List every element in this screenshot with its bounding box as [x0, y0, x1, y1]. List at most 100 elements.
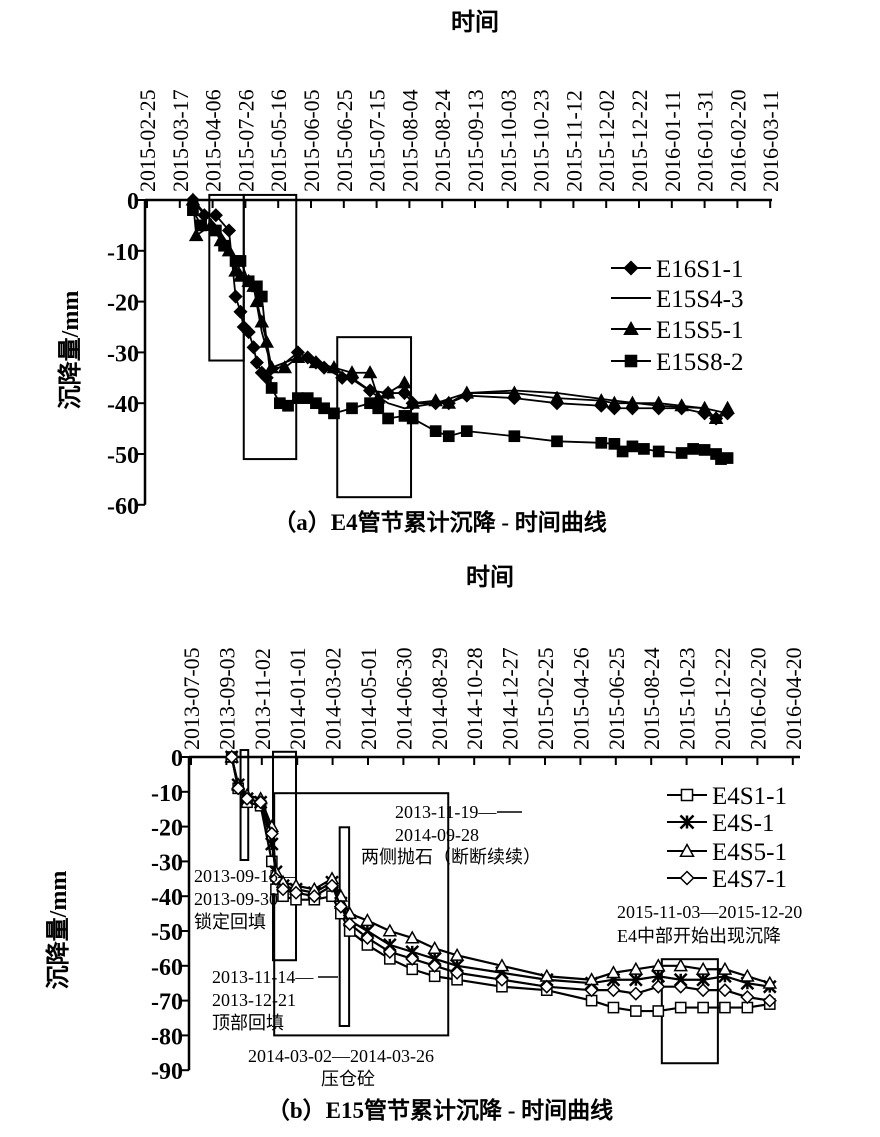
y-tick-label: -30: [107, 341, 139, 367]
square-marker: [218, 239, 230, 252]
x-tick-label: 2015-03-17: [168, 89, 193, 192]
square-marker: [675, 447, 688, 459]
series-E15S4-3: [192, 199, 728, 415]
diamond-marker: [679, 870, 695, 886]
x-tick-label: 2013-07-05: [179, 647, 204, 750]
diamond-marker: [405, 951, 420, 966]
diamond-marker: [275, 882, 291, 897]
y-tick-label: -80: [151, 1024, 183, 1050]
square-marker: [406, 412, 419, 425]
y-tick-label: -50: [151, 920, 183, 946]
annotation-box: [273, 792, 450, 1037]
square-marker: [328, 407, 340, 420]
diamond-marker: [324, 878, 340, 893]
diamond-marker: [224, 749, 239, 765]
x-tick-label: 2015-05-16: [266, 89, 291, 192]
triangle-marker: [428, 393, 443, 407]
x-tick-label: 2014-08-29: [427, 647, 452, 750]
x-tick-label: 2016-01-11: [660, 90, 685, 192]
annotation-text: 2015-11-03—2015-12-20: [617, 902, 802, 922]
square-marker: [195, 219, 207, 232]
diamond-marker: [246, 340, 261, 355]
legend-label: E4S7-1: [712, 866, 787, 893]
triangle-marker: [679, 842, 695, 857]
x-tick-label: 2013-11-02: [250, 648, 275, 750]
diamond-marker: [233, 304, 248, 319]
triangle-marker: [623, 320, 639, 335]
x-tick-label: 2015-10-23: [529, 89, 554, 192]
y-tick-label: 0: [127, 189, 139, 215]
diamond-marker: [268, 871, 284, 886]
annotation-text: 压仓砼: [321, 1069, 375, 1089]
chart-a: 2015-02-25 2015-03-17 2015-04-06 2015-07-26…: [56, 9, 783, 535]
diamond-marker: [762, 993, 777, 1008]
square-marker: [680, 788, 694, 802]
triangle-marker: [607, 395, 622, 409]
y-tick-label: -90: [151, 1059, 183, 1085]
triangle-marker: [290, 349, 306, 364]
legend-item: E15S8-2: [611, 349, 744, 376]
square-marker: [626, 440, 639, 453]
square-marker: [187, 204, 199, 217]
diamond-marker: [333, 899, 348, 914]
series-E4S7-1: [224, 749, 777, 1008]
annotation-text: 2013-12-21: [212, 990, 296, 1010]
annotation-box: [242, 193, 298, 461]
square-marker: [372, 402, 385, 415]
square-marker: [652, 1005, 665, 1017]
diamond-marker: [307, 889, 322, 904]
square-marker: [698, 444, 711, 456]
series-E4S5-1: [224, 749, 778, 989]
x-tick-label: 2015-08-24: [430, 89, 455, 192]
annotation-text: 2014-03-02—2014-03-26: [248, 1046, 434, 1066]
triangle-marker: [449, 947, 465, 961]
triangle-marker: [344, 365, 360, 379]
triangle-marker: [441, 395, 457, 409]
annotation-text: 2013-11-14—: [212, 967, 314, 987]
square-marker: [697, 1001, 709, 1014]
square-marker: [607, 1001, 620, 1014]
x-tick-label: 2015-02-25: [135, 89, 160, 192]
diamond-marker: [623, 260, 639, 276]
diamond-marker: [264, 826, 279, 841]
square-marker: [687, 443, 699, 455]
x-axis-title: 时间: [466, 564, 514, 591]
annotation-text: 2013-09-15—: [194, 866, 297, 886]
diamond-marker: [239, 791, 255, 806]
x-tick-label: 2016-02-20: [745, 647, 770, 750]
annotation-text: 锁定回填: [194, 912, 266, 932]
x-tick-label: 2016-04-20: [781, 647, 806, 750]
diamond-marker: [740, 990, 755, 1005]
legend-item: E4S5-1: [667, 839, 787, 866]
annotation-text: 两侧抛石（断断续续）: [361, 847, 541, 867]
legend-item: E15S4-3: [611, 286, 744, 313]
legend-label: E15S5-1: [656, 317, 744, 344]
y-tick-label: -10: [107, 240, 139, 266]
series-E15S8-2: [187, 204, 734, 465]
square-marker: [624, 354, 638, 368]
square-marker: [508, 430, 521, 443]
legend-item: E4S-1: [667, 810, 775, 837]
star-marker: [628, 972, 643, 987]
chart-b: 2013-07-05 2013-09-03 2013-11-02 2014-01-01…: [44, 564, 806, 1123]
square-marker: [595, 436, 608, 449]
square-marker: [265, 382, 278, 394]
x-tick-label: 2015-12-22: [627, 89, 652, 192]
square-marker: [608, 437, 621, 450]
y-tick-label: -60: [151, 955, 183, 981]
triangle-marker: [594, 393, 609, 407]
diamond-marker: [696, 983, 711, 998]
triangle-marker: [673, 958, 688, 972]
square-marker: [652, 445, 665, 458]
x-tick-label: 2015-09-13: [463, 89, 488, 192]
diamond-marker: [360, 930, 375, 946]
annotation-text: 顶部回填: [212, 1013, 284, 1033]
y-axis-title: 沉降量/mm: [56, 291, 84, 410]
square-marker: [346, 402, 358, 415]
diamond-marker: [606, 983, 621, 998]
triangle-marker: [405, 395, 420, 409]
square-marker: [382, 412, 394, 425]
x-tick-label: 2015-04-26: [568, 647, 593, 750]
x-tick-label: 2016-01-31: [693, 89, 718, 192]
